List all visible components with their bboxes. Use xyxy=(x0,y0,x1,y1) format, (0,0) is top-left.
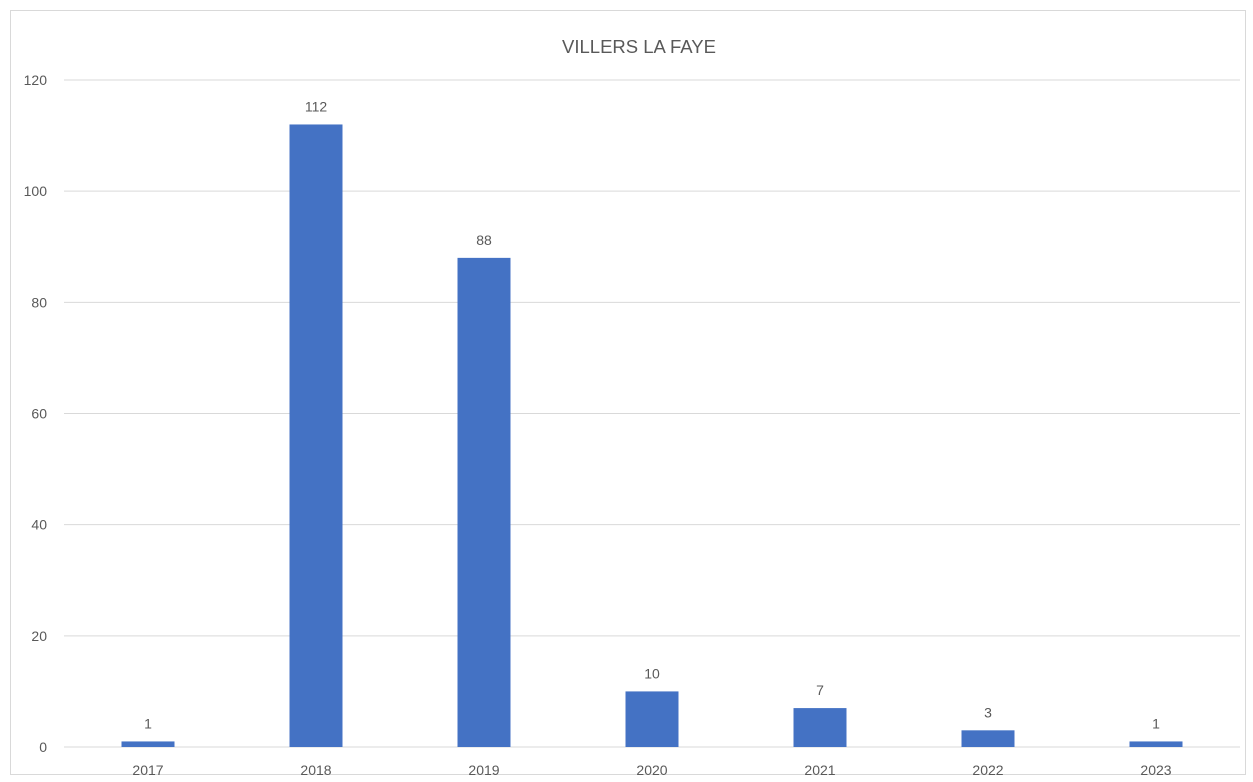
x-tick-label-2020: 2020 xyxy=(636,762,667,778)
x-tick-label-2023: 2023 xyxy=(1140,762,1171,778)
x-axis-tick-labels: 2017 2018 2019 2020 2021 2022 2023 xyxy=(132,762,1171,778)
x-tick-label-2021: 2021 xyxy=(804,762,835,778)
data-label-2017: 1 xyxy=(144,715,152,731)
x-tick-label-2017: 2017 xyxy=(132,762,163,778)
y-tick-label: 20 xyxy=(31,628,47,644)
y-tick-label: 40 xyxy=(31,517,47,533)
y-tick-label: 0 xyxy=(39,739,47,755)
chart-title: VILLERS LA FAYE xyxy=(562,36,716,57)
y-axis-tick-labels: 0 20 40 60 80 100 120 xyxy=(24,72,48,755)
x-tick-label-2019: 2019 xyxy=(468,762,499,778)
data-label-2019: 88 xyxy=(476,232,492,248)
bar-2023 xyxy=(1130,741,1183,747)
data-label-2018: 112 xyxy=(305,98,328,114)
y-tick-label: 80 xyxy=(31,294,47,310)
bar-2022 xyxy=(962,730,1015,747)
bar-2017 xyxy=(122,741,175,747)
x-tick-label-2018: 2018 xyxy=(300,762,331,778)
y-tick-label: 100 xyxy=(24,183,48,199)
bar-2020 xyxy=(626,691,679,747)
y-tick-label: 60 xyxy=(31,406,47,422)
data-label-2021: 7 xyxy=(816,682,824,698)
data-label-2022: 3 xyxy=(984,704,992,720)
bar-2018 xyxy=(290,124,343,747)
bars xyxy=(122,124,1183,747)
data-label-2020: 10 xyxy=(644,665,660,681)
bar-2019 xyxy=(458,258,511,747)
bar-2021 xyxy=(794,708,847,747)
data-label-2023: 1 xyxy=(1152,715,1160,731)
y-tick-label: 120 xyxy=(24,72,48,88)
gridlines xyxy=(64,80,1240,747)
x-tick-label-2022: 2022 xyxy=(972,762,1003,778)
